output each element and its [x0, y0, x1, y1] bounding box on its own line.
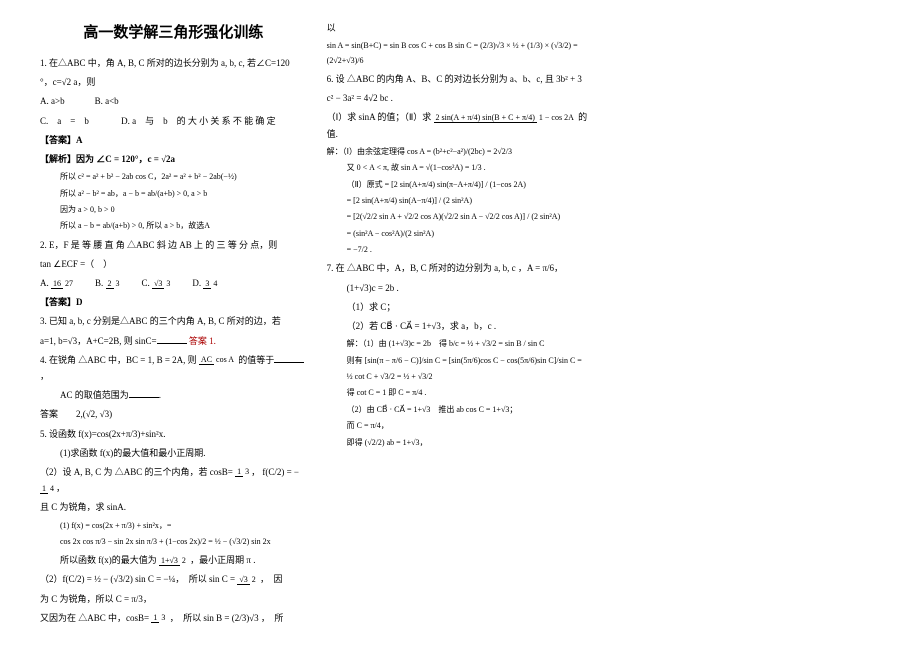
q4-stem: 4. 在锐角 △ABC 中，BC = 1, B = 2A, 则 ACcos A … — [40, 352, 307, 384]
q5-sol4a: （2）f(C/2) = ½ − (√3/2) sin C = −¼， 所以 si… — [40, 574, 235, 584]
q5-fc2-frac: 14 — [40, 485, 56, 494]
q1-answer: 【答案】A — [40, 132, 307, 148]
q7-sol4: （2）由 CB⃗ · CA⃗ = 1+√3 推出 ab cos C = 1+√3… — [327, 403, 594, 417]
q6-p1: （Ⅰ）求 sinA 的值；（Ⅱ）求 — [327, 112, 432, 122]
q1-optA: A. a>b — [40, 93, 65, 109]
q5-sol8: sin A = sin(B+C) = sin B cos C + cos B s… — [327, 39, 594, 68]
q7-soln: 解：（1）由 (1+√3)c = 2b 得 b/c = ½ + √3/2 = s… — [327, 337, 594, 351]
q5-sinC-frac: √32 — [237, 576, 257, 585]
q2-optA: A. 1627 — [40, 275, 75, 291]
q2-optB: B. 23 — [95, 275, 122, 291]
q3-blank — [157, 343, 187, 344]
q6-sol4: = [2(√2/2 sin A + √2/2 cos A)(√2/2 sin A… — [327, 210, 594, 224]
q5-stem: 5. 设函数 f(x)=cos(2x+π/3)+sin²x. — [40, 426, 307, 442]
q1-options-row1: A. a>b B. a<b — [40, 93, 307, 109]
q6-frac: 2 sin(A + π/4) sin(B + C + π/4)1 − cos 2… — [434, 114, 576, 123]
q3-stem2: a=1, b=√3，A+C=2B, 则 sinC= 答案 1. — [40, 333, 307, 349]
q5-p1: (1)求函数 f(x)的最大值和最小正周期. — [40, 445, 307, 461]
q7-sol2: ½ cot C + √3/2 = ½ + √3/2 — [327, 370, 594, 384]
q1-optD-text: D. a 与 b 的 大 小 关 系 不 能 确 定 — [121, 116, 276, 126]
q6-sol5: = (sin²A − cos²A)/(2 sin²A) — [327, 227, 594, 241]
q1-stem: 1. 在△ABC 中，角 A, B, C 所对的边长分别为 a, b, c, 若… — [40, 55, 307, 71]
q2-answer: 【答案】D — [40, 294, 307, 310]
q5-sol4line: （2）f(C/2) = ½ − (√3/2) sin C = −¼， 所以 si… — [40, 571, 307, 587]
q5-sol3b: ，最小正周期 π . — [190, 555, 255, 565]
q7-p1: （1）求 C； — [327, 299, 594, 315]
）6-sol3: = [2 sin(A+π/4) sin(A−π/4)] / (2 sin²A) — [327, 194, 594, 208]
q1-stem2: °，c=√2 a，则 — [40, 74, 307, 90]
q2-options: A. 1627 B. 23 C. √33 D. 34 — [40, 275, 307, 291]
q2-stem2: tan ∠ECF =（ ） — [40, 256, 307, 272]
q4-stem3: AC 的取值范围为 — [60, 390, 129, 400]
q5-fc2: f(C/2) = − — [262, 467, 299, 477]
q1-sol4: 所以 a − b = ab/(a+b) > 0, 所以 a > b，故选A — [40, 219, 307, 233]
q2-optC: C. √33 — [142, 275, 173, 291]
q5-p2: （2）设 A, B, C 为 △ABC 的三个内角，若 cosB= 13， f(… — [40, 464, 307, 496]
q6-sol2: （Ⅱ）原式 = [2 sin(A+π/4) sin(π−A+π/4)] / (1… — [327, 178, 594, 192]
q7-sol3: 得 cot C = 1 即 C = π/4 . — [327, 386, 594, 400]
q5-sol3: 所以函数 f(x)的最大值为 — [60, 555, 157, 565]
q7-p2: （2）若 CB⃗ · CA⃗ = 1+√3，求 a，b，c . — [327, 318, 594, 334]
q2-stem: 2. E，F 是 等 腰 直 角 △ABC 斜 边 AB 上 的 三 等 分 点… — [40, 237, 307, 253]
q1-sol3: 因为 a > 0, b > 0 — [40, 203, 307, 217]
q5-cosB2-frac: 13 — [151, 614, 167, 623]
q1-optB: B. a<b — [95, 93, 119, 109]
q1-sol-label: 【解析】因为 ∠C = 120°，c = √2a — [40, 151, 307, 167]
q5-sol7: 以 — [327, 20, 594, 36]
q6-stem: 6. 设 △ABC 的内角 A、B、C 的对边长分别为 a、b、c, 且 3b²… — [327, 71, 594, 87]
q5-sol2: cos 2x cos π/3 − sin 2x sin π/3 + (1−cos… — [40, 535, 307, 549]
q4-stem3-line: AC 的取值范围为. — [40, 387, 307, 403]
q2-optD: D. 34 — [192, 275, 219, 291]
q7-sol6: 即得 (√2/2) ab = 1+√3， — [327, 436, 594, 450]
q5-p2-text: （2）设 A, B, C 为 △ABC 的三个内角，若 cosB= — [40, 467, 233, 477]
q5-sol6c: ， 所 — [261, 613, 284, 623]
q5-sol4b: ， 因 — [260, 574, 283, 584]
q4-stem-text: 4. 在锐角 △ABC 中，BC = 1, B = 2A, 则 — [40, 355, 197, 365]
q3-stem2-text: a=1, b=√3，A+C=2B, 则 sinC= — [40, 336, 157, 346]
q7-stem2: (1+√3)c = 2b . — [327, 280, 594, 296]
q5-sol6a: 又因为在 △ABC 中，cosB= — [40, 613, 149, 623]
q6-p1line: （Ⅰ）求 sinA 的值；（Ⅱ）求 2 sin(A + π/4) sin(B +… — [327, 109, 594, 141]
q4-ans: 答案 2,(√2, √3) — [40, 406, 307, 422]
q7-stem: 7. 在 △ABC 中，A，B, C 所对的边分别为 a, b, c ，A = … — [327, 260, 594, 276]
q6-stem2: c² − 3a² = 4√2 bc . — [327, 90, 594, 106]
q1-optC-text: C. a = b — [40, 116, 89, 126]
q5-sol6line: 又因为在 △ABC 中，cosB= 13 ， 所以 sin B = (2/3)√… — [40, 610, 307, 626]
q5-sol3line: 所以函数 f(x)的最大值为 1+√32 ，最小正周期 π . — [40, 552, 307, 568]
q5-p3: 且 C 为锐角，求 sinA. — [40, 499, 307, 515]
q1-sol2: 所以 a² − b² = ab，a − b = ab/(a+b) > 0, a … — [40, 187, 307, 201]
q5-sol5: 为 C 为锐角，所以 C = π/3， — [40, 591, 307, 607]
q5-cosB-frac: 13 — [235, 468, 251, 477]
q5-sinB: sin B = (2/3)√3 — [203, 613, 258, 623]
q7-sol1: 则有 [sin(π − π/6 − C)]/sin C = [sin(5π/6)… — [327, 354, 594, 368]
q6-sol1: 又 0 < A < π, 故 sin A = √(1−cos²A) = 1/3 … — [327, 161, 594, 175]
q3-ans: 答案 1. — [189, 336, 216, 346]
q5-sol6b: ， 所以 — [170, 613, 202, 623]
q3-stem: 3. 已知 a, b, c 分别是△ABC 的三个内角 A, B, C 所对的边… — [40, 313, 307, 329]
q7-sol5: 而 C = π/4， — [327, 419, 594, 433]
q1-sol1: 所以 c² = a² + b² − 2ab cos C，2a² = a² + b… — [40, 170, 307, 184]
q5-max-frac: 1+√32 — [159, 557, 188, 566]
q5-sol1: (1) f(x) = cos(2x + π/3) + sin²x，= — [40, 519, 307, 533]
q1-optC: C. a = b D. a 与 b 的 大 小 关 系 不 能 确 定 — [40, 113, 307, 129]
q6-sol-h: 解：（Ⅰ）由余弦定理得 cos A = (b²+c²−a²)/(2bc) = 2… — [327, 145, 594, 159]
doc-title: 高一数学解三角形强化训练 — [40, 20, 307, 47]
q4-frac: ACcos A — [199, 356, 236, 365]
q4-blank2 — [129, 397, 159, 398]
q4-blank1 — [274, 362, 304, 363]
q4-stem2: 的值等于 — [238, 355, 274, 365]
q6-sol6: = −7/2 . — [327, 243, 594, 257]
